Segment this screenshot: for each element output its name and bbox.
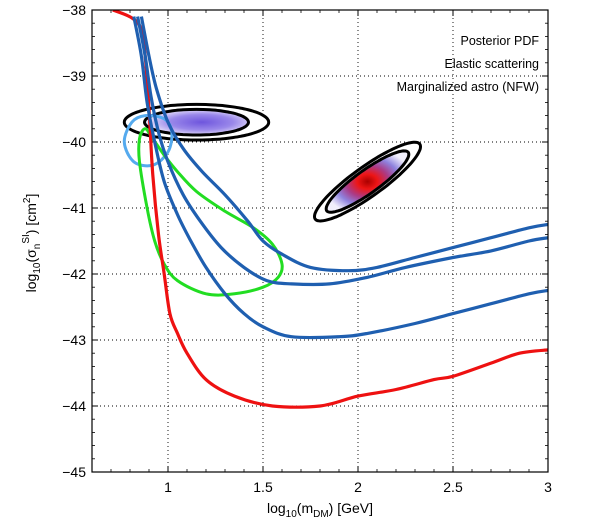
legend-annotations: Posterior PDF Elastic scattering Margina… <box>397 34 540 94</box>
y-axis-label: log10(σnSI) [cm2] <box>21 194 43 293</box>
posterior-inner-contour-high-mass <box>324 149 411 214</box>
green-contour <box>137 127 284 297</box>
x-axis-label: log10(mDM) [GeV] <box>267 500 373 520</box>
posterior-pdf-regions <box>122 102 423 223</box>
blue-exclusion-curve-1 <box>132 16 548 340</box>
y-tick-label: −41 <box>62 200 86 216</box>
y-tick-label: −45 <box>62 464 86 480</box>
axis-ticks: 1 1.5 2 2.5 3 −45 −44 −43 −42 −41 −40 −39 −38 <box>62 2 552 495</box>
x-tick-label: 2 <box>354 479 362 495</box>
y-tick-label: −43 <box>62 332 86 348</box>
x-tick-label: 2.5 <box>443 479 463 495</box>
blue-exclusion-curve-3 <box>136 16 548 287</box>
x-tick-label: 1.5 <box>253 479 273 495</box>
x-tick-label: 3 <box>544 479 552 495</box>
annotation-posterior-pdf: Posterior PDF <box>461 34 540 48</box>
annotation-marginalized-astro: Marginalized astro (NFW) <box>397 80 539 94</box>
x-tick-label: 1 <box>164 479 172 495</box>
y-tick-label: −44 <box>62 398 86 414</box>
annotation-elastic-scattering: Elastic scattering <box>445 57 540 71</box>
y-tick-label: −38 <box>62 2 86 18</box>
posterior-inner-contour-low-mass <box>142 107 251 137</box>
y-tick-label: −42 <box>62 266 86 282</box>
y-tick-label: −39 <box>62 68 86 84</box>
exclusion-curves <box>112 10 548 409</box>
blue-exclusion-curve-2 <box>139 16 548 273</box>
y-tick-label: −40 <box>62 134 86 150</box>
